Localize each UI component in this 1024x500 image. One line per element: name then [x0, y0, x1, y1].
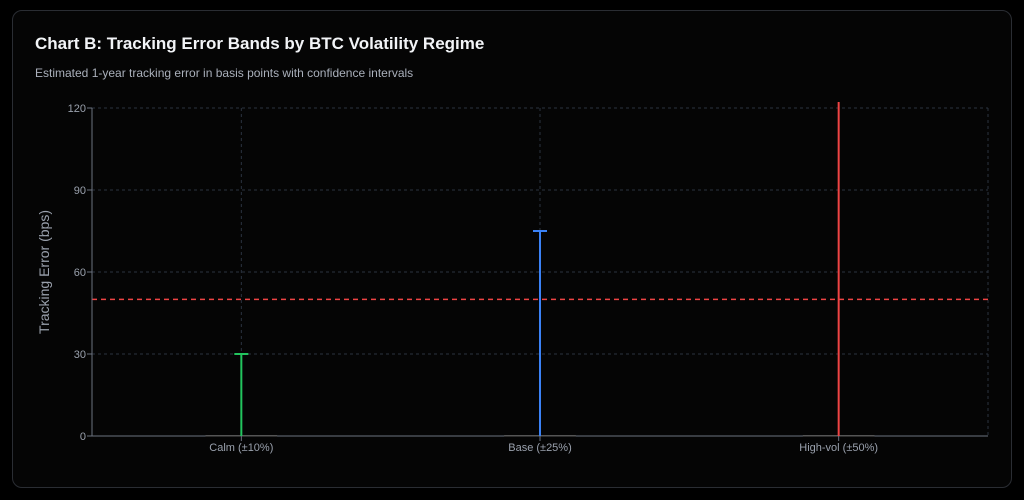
- x-tick-label: Calm (±10%): [209, 442, 273, 454]
- x-tick-label: Base (±25%): [508, 442, 572, 454]
- chart-title: Chart B: Tracking Error Bands by BTC Vol…: [35, 34, 485, 53]
- y-tick-label: 0: [80, 431, 86, 443]
- x-tick-label: High-vol (±50%): [799, 442, 878, 454]
- y-tick-label: 30: [74, 349, 86, 361]
- y-tick-label: 120: [68, 103, 86, 115]
- y-axis-label: Tracking Error (bps): [36, 210, 52, 334]
- chart-card: [12, 10, 1012, 488]
- y-tick-label: 90: [74, 185, 86, 197]
- chart-subtitle: Estimated 1-year tracking error in basis…: [35, 66, 414, 80]
- y-tick-label: 60: [74, 267, 86, 279]
